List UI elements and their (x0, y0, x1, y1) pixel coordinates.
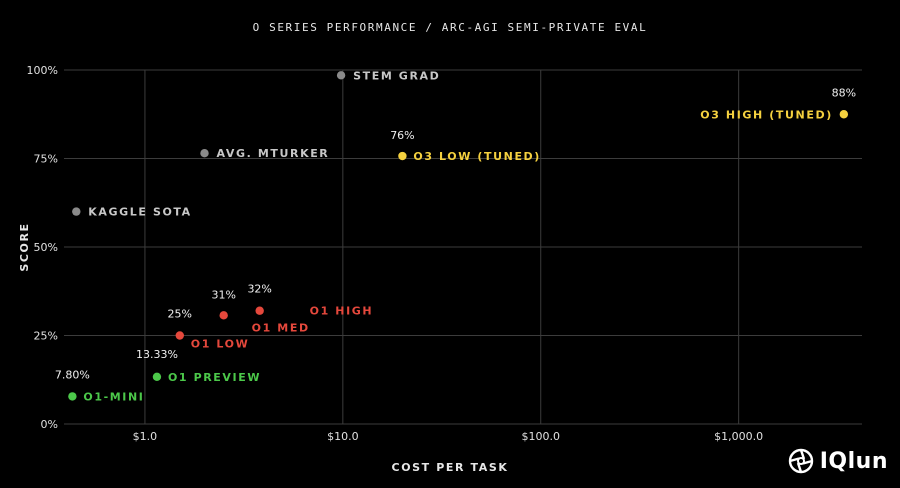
value-label-o1-preview: 13.33% (136, 348, 178, 361)
point-o1-high (255, 306, 264, 315)
value-label-o1-high: 32% (247, 283, 271, 296)
value-label-o1-med: 31% (211, 288, 235, 301)
point-o1-preview (152, 372, 162, 382)
point-kaggle-sota (72, 207, 81, 216)
tick-labels: 0% 25% 50% 75% 100% $1.0 $10.0 $100.0 $1,000.0 (27, 64, 764, 443)
y-tick-label: 75% (34, 153, 58, 166)
value-label-o3-low-tuned: 76% (390, 129, 414, 142)
x-tick-label: $10.0 (327, 430, 359, 443)
point-o3-high-tuned (839, 110, 849, 119)
point-label-o3-high-tuned: O3 HIGH (TUNED) (700, 108, 833, 121)
x-tick-label: $1,000.0 (714, 430, 763, 443)
grid (64, 69, 862, 425)
aperture-logo-icon (788, 448, 813, 474)
x-tick-label: $1.0 (133, 430, 158, 443)
point-label-o1-low: O1 LOW (191, 338, 250, 351)
data-points: STEM GRAD AVG. MTURKER KAGGLE SOTA O3 LOW (… (55, 69, 856, 403)
y-tick-label: 50% (34, 241, 58, 254)
point-label-o1-med: O1 MED (252, 321, 310, 334)
value-label-o1-mini: 7.80% (55, 368, 90, 381)
point-label-o1-high: O1 HIGH (310, 305, 374, 318)
point-o3-low-tuned (398, 151, 407, 161)
point-label-kaggle-sota: KAGGLE SOTA (88, 206, 191, 219)
point-label-avg-mturker: AVG. MTURKER (217, 147, 330, 160)
point-label-o1-mini: O1-MINI (83, 390, 144, 403)
x-axis-label: COST PER TASK (392, 461, 509, 474)
y-tick-label: 0% (41, 418, 58, 431)
y-axis-label: SCORE (18, 222, 31, 271)
x-tick-label: $100.0 (521, 430, 560, 443)
point-stem-grad (336, 71, 346, 80)
point-o1-mini (68, 392, 77, 401)
point-label-stem-grad: STEM GRAD (353, 69, 440, 82)
y-tick-label: 25% (34, 330, 58, 343)
y-tick-label: 100% (27, 64, 58, 77)
chart-title: O SERIES PERFORMANCE / ARC-AGI SEMI-PRIV… (253, 21, 648, 34)
point-o1-med (219, 311, 228, 320)
point-label-o3-low-tuned: O3 LOW (TUNED) (413, 150, 541, 163)
watermark-text: IQlun (819, 448, 888, 474)
watermark: IQlun (788, 448, 888, 474)
point-avg-mturker (200, 148, 209, 158)
point-o1-low (175, 331, 184, 340)
value-label-o3-high-tuned: 88% (832, 86, 856, 99)
point-label-o1-preview: O1 PREVIEW (168, 371, 261, 384)
value-label-o1-low: 25% (168, 308, 192, 321)
